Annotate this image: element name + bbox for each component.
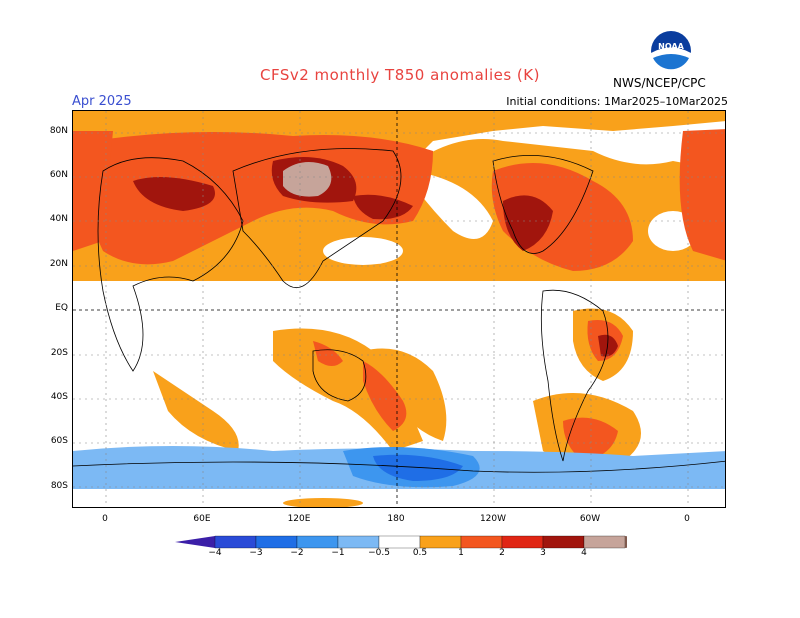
lat-tick-60n: 60N (49, 170, 68, 180)
colorbar-label-05: 0.5 (412, 548, 428, 558)
lon-tick-120e: 120E (287, 514, 311, 524)
lon-tick-120w: 120W (479, 514, 507, 524)
colorbar-swatch-1 (214, 535, 257, 549)
lat-tick-20n: 20N (49, 259, 68, 269)
colorbar-label-4: 4 (581, 548, 587, 558)
colorbar-swatch-7 (460, 535, 503, 549)
color-scale-bar (175, 535, 627, 549)
lat-tick-80s: 80S (50, 481, 68, 491)
colorbar-label-neg1: −1 (331, 548, 345, 558)
colorbar-label-3: 3 (540, 548, 546, 558)
initial-conditions: Initial conditions: 1Mar2025–10Mar2025 (506, 95, 728, 108)
lon-tick-60e: 60E (193, 514, 211, 524)
colorbar-swatch-5 (378, 535, 421, 549)
colorbar-swatch-8 (501, 535, 544, 549)
colorbar-swatch-4 (337, 535, 380, 549)
colorbar-label-neg3: −3 (249, 548, 263, 558)
lat-tick-eq: EQ (55, 303, 68, 313)
lat-tick-80n: 80N (49, 126, 68, 136)
lat-tick-40s: 40S (50, 392, 68, 402)
colorbar-swatch-2 (255, 535, 298, 549)
lon-tick-0: 0 (102, 514, 108, 524)
logo-text: NOAA (658, 42, 684, 51)
colorbar-arrow-low (175, 536, 215, 548)
lat-tick-60s: 60S (50, 436, 68, 446)
colorbar-swatch-9 (542, 535, 585, 549)
lon-tick-180: 180 (387, 514, 405, 524)
colorbar-label-neg05: −0.5 (368, 548, 390, 558)
agency-label: NWS/NCEP/CPC (613, 76, 706, 90)
colorbar-label-neg2: −2 (290, 548, 304, 558)
forecast-period: Apr 2025 (72, 94, 132, 109)
noaa-logo: NOAA (651, 31, 691, 72)
lat-tick-20s: 20S (50, 348, 68, 358)
colorbar-swatch-10 (583, 535, 626, 549)
colorbar-label-1: 1 (458, 548, 464, 558)
colorbar-label-neg4: −4 (208, 548, 222, 558)
map-title: CFSv2 monthly T850 anomalies (K) (260, 66, 540, 84)
anomaly-map (72, 110, 726, 508)
lat-tick-40n: 40N (49, 214, 68, 224)
colorbar-swatch-3 (296, 535, 339, 549)
colorbar-arrow-high (625, 536, 627, 548)
lon-tick-0-east: 0 (684, 514, 690, 524)
anomaly-field (73, 111, 725, 507)
lon-tick-60w: 60W (579, 514, 601, 524)
colorbar-swatch-6 (419, 535, 462, 549)
colorbar-label-2: 2 (499, 548, 505, 558)
